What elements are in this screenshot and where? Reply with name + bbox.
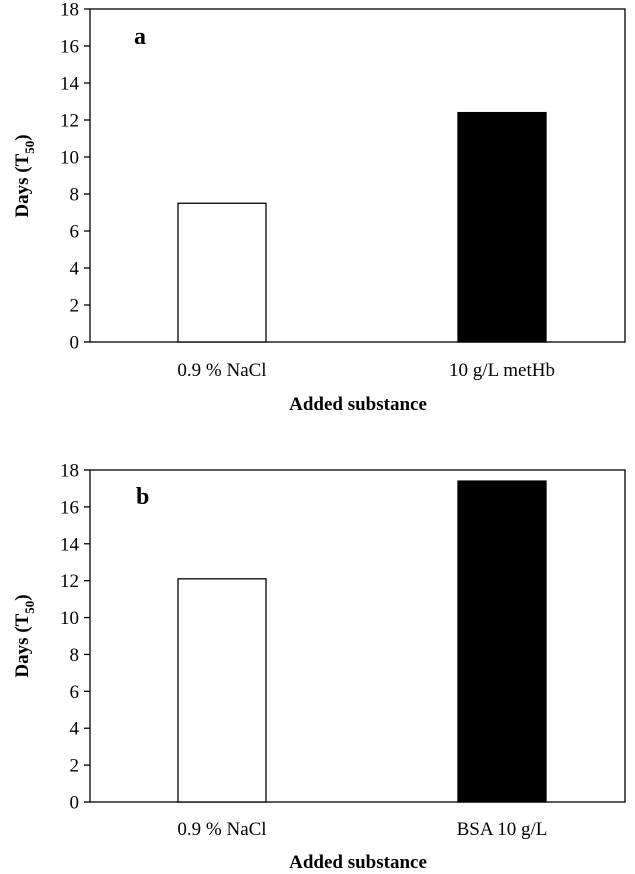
x-axis-title-a: Added substance — [289, 394, 427, 415]
panel-label-a: a — [134, 24, 146, 50]
y-tick-label-b-0: 0 — [70, 793, 80, 814]
y-axis-title-b-main: Days (T — [12, 613, 33, 677]
y-tick-label-b-1: 2 — [70, 756, 80, 777]
y-tick-label-b-7: 14 — [60, 534, 80, 555]
y-tick-label-a-8: 16 — [60, 37, 79, 58]
y-axis-title-a-close: ) — [12, 134, 33, 140]
y-ticks-b: 0 2 4 6 8 10 12 14 16 18 — [60, 461, 90, 814]
y-tick-label-b-8: 16 — [60, 497, 79, 518]
x-categories-a: 0.9 % NaCl 10 g/L metHb — [177, 360, 555, 381]
y-tick-label-b-5: 10 — [60, 608, 79, 629]
plot-frame-a — [89, 8, 626, 343]
y-axis-title-b-close: ) — [12, 594, 33, 600]
y-axis-title-a-sub: 50 — [22, 141, 37, 154]
y-tick-label-a-1: 2 — [70, 296, 80, 317]
x-category-label-b-1: BSA 10 g/L — [457, 819, 548, 840]
y-tick-label-a-4: 8 — [70, 185, 80, 206]
y-tick-label-b-4: 8 — [70, 645, 80, 666]
bar-a-1 — [457, 111, 547, 343]
y-tick-label-b-3: 6 — [70, 682, 80, 703]
x-category-label-a-0: 0.9 % NaCl — [177, 360, 266, 381]
y-tick-label-b-2: 4 — [70, 719, 80, 740]
x-categories-b: 0.9 % NaCl BSA 10 g/L — [177, 819, 547, 840]
x-category-label-a-1: 10 g/L metHb — [449, 360, 555, 381]
bars-b — [177, 480, 547, 803]
y-tick-label-a-3: 6 — [70, 222, 80, 243]
y-tick-label-a-2: 4 — [70, 259, 80, 280]
y-ticks-a: 0 2 4 6 8 10 12 14 16 18 — [60, 0, 90, 354]
y-tick-label-b-9: 18 — [60, 461, 79, 482]
y-tick-label-a-6: 12 — [60, 111, 79, 132]
bar-b-1 — [457, 480, 547, 803]
y-axis-title-b: Days (T50) — [12, 594, 37, 677]
y-axis-title-a-main: Days (T — [12, 153, 33, 217]
plot-frame-b — [89, 469, 626, 803]
chart-panel-b: b 0 2 4 6 8 10 12 14 16 18 0.9 % NaCl BSA 10 g/L A… — [12, 461, 626, 873]
y-tick-label-a-5: 10 — [60, 148, 79, 169]
panel-label-b: b — [136, 484, 149, 510]
y-tick-label-a-9: 18 — [60, 0, 79, 21]
bar-b-0 — [177, 578, 267, 803]
x-axis-title-b: Added substance — [289, 852, 427, 873]
y-tick-label-a-0: 0 — [70, 333, 80, 354]
y-axis-title-b-sub: 50 — [22, 601, 37, 614]
bar-a-0 — [177, 202, 267, 343]
chart-panel-a: a 0 2 4 6 8 10 12 14 16 18 0.9 % NaCl 10 g/L metHb… — [12, 0, 626, 415]
bars-a — [177, 111, 547, 343]
y-axis-title-a: Days (T50) — [12, 134, 37, 217]
y-tick-label-b-6: 12 — [60, 571, 79, 592]
x-category-label-b-0: 0.9 % NaCl — [177, 819, 266, 840]
y-tick-label-a-7: 14 — [60, 74, 80, 95]
